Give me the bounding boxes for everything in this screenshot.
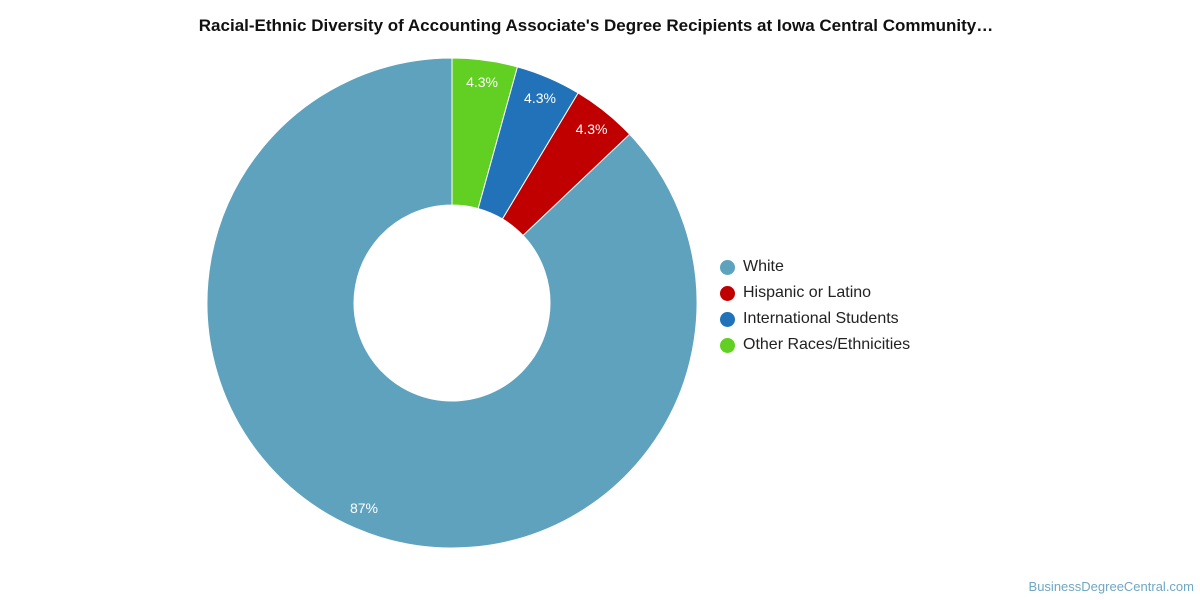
chart-title: Racial-Ethnic Diversity of Accounting As…: [198, 16, 994, 35]
legend-item-international-students[interactable]: International Students: [720, 306, 910, 332]
legend-marker-icon: [720, 337, 735, 353]
legend-label: White: [743, 258, 784, 275]
donut-slices: [206, 57, 698, 549]
slice-label-hispanic-or-latino: 4.3%: [576, 121, 608, 137]
legend-label: International Students: [743, 310, 899, 327]
donut-slice-white[interactable]: [206, 57, 698, 549]
legend-item-white[interactable]: White: [720, 254, 910, 280]
legend-marker-icon: [720, 259, 735, 275]
slice-label-international-students: 4.3%: [524, 90, 556, 106]
slice-label-other-races-ethnicities: 4.3%: [466, 74, 498, 90]
legend: White Hispanic or Latino International Stu…: [720, 254, 910, 358]
watermark[interactable]: BusinessDegreeCentral.com: [1028, 579, 1194, 594]
slice-label-white: 87%: [350, 500, 378, 516]
legend-marker-icon: [720, 311, 735, 327]
legend-item-hispanic-or-latino[interactable]: Hispanic or Latino: [720, 280, 910, 306]
legend-marker-icon: [720, 285, 735, 301]
legend-label: Hispanic or Latino: [743, 284, 872, 301]
legend-label: Other Races/Ethnicities: [743, 336, 911, 353]
slice-labels: 4.3% 4.3% 4.3% 87%: [350, 74, 608, 516]
legend-item-other-races-ethnicities[interactable]: Other Races/Ethnicities: [720, 332, 910, 358]
